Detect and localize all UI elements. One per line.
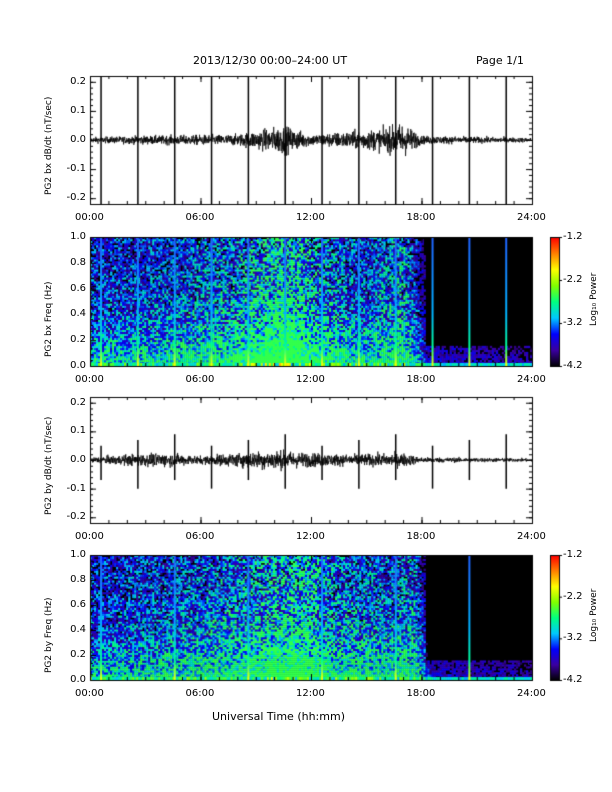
x-tick-label: 00:00 [75,531,104,542]
page-indicator: Page 1/1 [476,54,524,67]
y-tick-label: 0.2 [70,334,86,346]
x-tick-label: 18:00 [406,688,436,699]
y-tick-label: -0.2 [66,511,86,523]
y-tick-label: -0.1 [66,163,86,175]
x-tick-label: 24:00 [517,212,546,223]
colorbar-tick-label: -2.2 [563,274,583,285]
colorbar-label: Log₁₀ Power [589,272,599,326]
x-tick-label: 06:00 [185,688,215,699]
colorbar-tick-label: -2.2 [563,590,583,602]
x-tick-label: 12:00 [296,531,325,542]
x-tick-label: 18:00 [406,212,436,223]
colorbar-tick-label: -4.2 [563,360,583,371]
x-tick-label: 06:00 [185,374,215,385]
x-tick-label: 12:00 [296,688,325,699]
x-tick-label: 24:00 [517,374,546,385]
y-tick-label: 0.8 [70,256,86,268]
x-tick-label: 00:00 [75,212,104,223]
y-axis-label: PG2 by Freq (Hz) [44,596,54,673]
colorbar-tick-label: -3.2 [563,317,583,328]
x-tick-label: 24:00 [517,688,546,699]
y-tick-label: 0.2 [70,75,86,87]
y-tick-label: 0.0 [70,360,86,371]
y-tick-label: 0.0 [70,454,86,465]
y-axis-label: PG2 by dB/dt (nT/sec) [44,416,54,515]
y-tick-label: 0.1 [70,104,86,116]
x-tick-label: 12:00 [296,212,325,223]
colorbar-tick-label: -3.2 [563,632,583,644]
y-tick-label: 1.0 [70,231,86,242]
x-tick-label: 24:00 [517,531,546,542]
y-axis-label: PG2 bx dB/dt (nT/sec) [44,96,54,195]
y-tick-label: 0.2 [70,396,86,408]
colorbar-tick-label: -1.2 [563,231,583,242]
x-axis-title: Universal Time (hh:mm) [212,710,345,723]
x-tick-label: 06:00 [185,531,215,542]
y-tick-label: 0.1 [70,425,86,437]
x-tick-label: 18:00 [406,531,436,542]
y-tick-label: -0.1 [66,482,86,494]
y-axis-label: PG2 bx Freq (Hz) [44,280,54,357]
x-tick-label: 00:00 [75,374,104,385]
y-tick-label: 0.8 [70,574,86,585]
y-tick-label: 0.0 [70,674,86,685]
y-tick-label: 1.0 [70,549,86,560]
chart-title: 2013/12/30 00:00–24:00 UT [193,54,348,67]
y-tick-label: -0.2 [66,192,86,204]
x-tick-label: 12:00 [296,374,325,385]
y-tick-label: 0.2 [70,649,86,660]
x-tick-label: 00:00 [75,688,104,699]
colorbar-label: Log₁₀ Power [589,588,599,642]
colorbar-tick-label: -1.2 [563,549,583,560]
y-tick-label: 0.4 [70,308,86,320]
y-tick-label: 0.0 [70,134,86,145]
colorbar-tick-label: -4.2 [563,674,583,685]
x-tick-label: 06:00 [185,212,215,223]
y-tick-label: 0.6 [70,282,86,294]
y-tick-label: 0.4 [70,624,86,635]
x-tick-label: 18:00 [406,374,436,385]
y-tick-label: 0.6 [70,599,86,610]
